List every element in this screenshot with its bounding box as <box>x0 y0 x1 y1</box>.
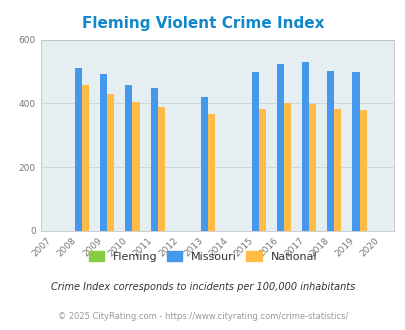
Bar <box>258 109 265 231</box>
Bar <box>333 109 341 231</box>
Bar <box>352 73 358 231</box>
Bar <box>125 84 132 231</box>
Bar <box>157 107 164 231</box>
Text: © 2025 CityRating.com - https://www.cityrating.com/crime-statistics/: © 2025 CityRating.com - https://www.city… <box>58 312 347 321</box>
Bar <box>200 97 208 231</box>
Bar <box>308 104 315 231</box>
Bar <box>301 62 308 231</box>
Bar <box>283 103 290 231</box>
Bar <box>82 85 89 231</box>
Bar <box>251 72 258 231</box>
Bar <box>100 74 107 231</box>
Bar <box>358 110 366 231</box>
Bar <box>326 71 333 231</box>
Bar <box>208 114 215 231</box>
Bar <box>107 94 114 231</box>
Bar <box>75 68 82 231</box>
Text: Fleming Violent Crime Index: Fleming Violent Crime Index <box>81 16 324 31</box>
Bar <box>150 88 157 231</box>
Bar <box>132 102 139 231</box>
Legend: Fleming, Missouri, National: Fleming, Missouri, National <box>85 248 320 265</box>
Text: Crime Index corresponds to incidents per 100,000 inhabitants: Crime Index corresponds to incidents per… <box>51 282 354 292</box>
Bar <box>276 63 283 231</box>
